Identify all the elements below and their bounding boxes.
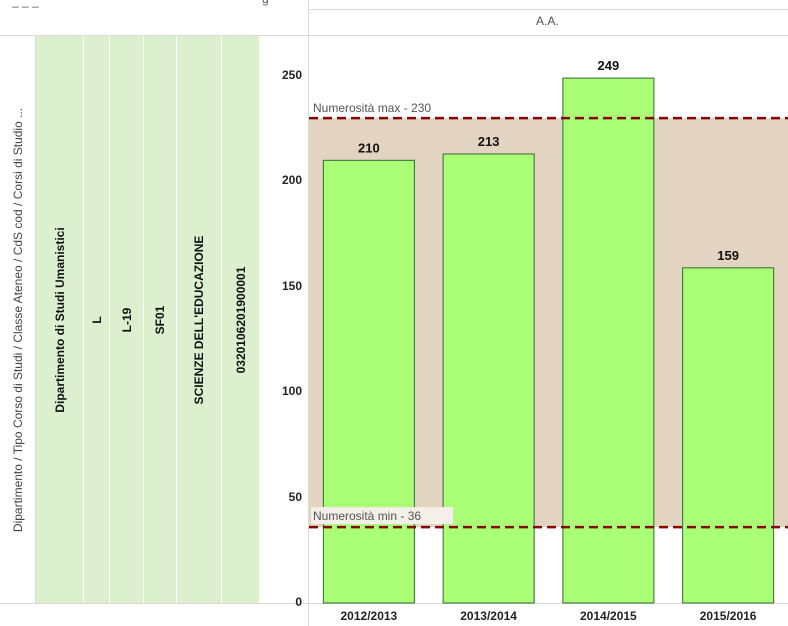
y-tick-0: 0 xyxy=(295,595,302,609)
header-top-border xyxy=(308,9,788,10)
header-fragment-left: _ _ _ xyxy=(12,0,39,8)
row-cell-cds-cod: SF01 xyxy=(144,36,176,603)
header-fragment-top: g xyxy=(262,0,269,6)
chart-left-border xyxy=(308,0,309,626)
row-cell-tipo-corso: L xyxy=(84,36,109,603)
x-label-2015-2016: 2015/2016 xyxy=(699,609,757,623)
y-tick-250: 250 xyxy=(281,68,302,82)
bar-2013-2014 xyxy=(442,153,535,604)
column-header-aa: A.A. xyxy=(536,14,559,28)
row-value-cds-cod: SF01 xyxy=(153,305,167,334)
reference-label-min-bg xyxy=(311,507,453,525)
row-value-classe: L-19 xyxy=(119,307,134,332)
y-tick-150: 150 xyxy=(281,278,302,293)
row-cell-classe: L-19 xyxy=(110,36,143,603)
row-header-label: Dipartimento / Tipo Corso di Studi / Cla… xyxy=(10,107,25,532)
x-label-2014-2015: 2014/2015 xyxy=(580,609,637,623)
row-cell-dipartimento: Dipartimento di Studi Umanistici xyxy=(36,36,83,603)
reference-label-max: Numerosità max - 230 xyxy=(313,101,431,115)
data-label-2015-2016: 159 xyxy=(717,248,739,263)
footer-top-border xyxy=(0,603,788,604)
data-label-2013-2014: 213 xyxy=(478,134,500,149)
row-cell-corso: SCIENZE DELL'EDUCAZIONE xyxy=(177,36,221,603)
y-tick-50: 50 xyxy=(288,489,302,504)
row-header: Dipartimento / Tipo Corso di Studi / Cla… xyxy=(0,36,35,603)
data-label-2014-2015: 249 xyxy=(598,58,620,73)
row-value-dipartimento: Dipartimento di Studi Umanistici xyxy=(52,226,67,413)
data-label-2012-2013: 210 xyxy=(358,140,380,155)
bar-2014-2015 xyxy=(562,77,655,604)
row-value-code: 0320106201900001 xyxy=(233,266,248,373)
x-label-2013-2014: 2013/2014 xyxy=(460,609,517,623)
row-cell-code: 0320106201900001 xyxy=(222,36,259,603)
row-header-border xyxy=(35,36,36,603)
bar-2012-2013 xyxy=(322,159,415,604)
y-tick-100: 100 xyxy=(281,384,302,399)
y-axis: 0 50 100 150 200 250 xyxy=(262,0,302,626)
row-value-tipo-corso: L xyxy=(89,315,104,324)
bar-2015-2016 xyxy=(682,267,775,604)
reference-band xyxy=(309,118,788,528)
x-label-2012-2013: 2012/2013 xyxy=(340,609,398,623)
reference-label-min: Numerosità min - 36 xyxy=(313,509,421,523)
row-value-corso: SCIENZE DELL'EDUCAZIONE xyxy=(192,235,206,404)
y-tick-200: 200 xyxy=(281,173,302,188)
header-bottom-border xyxy=(0,35,788,36)
